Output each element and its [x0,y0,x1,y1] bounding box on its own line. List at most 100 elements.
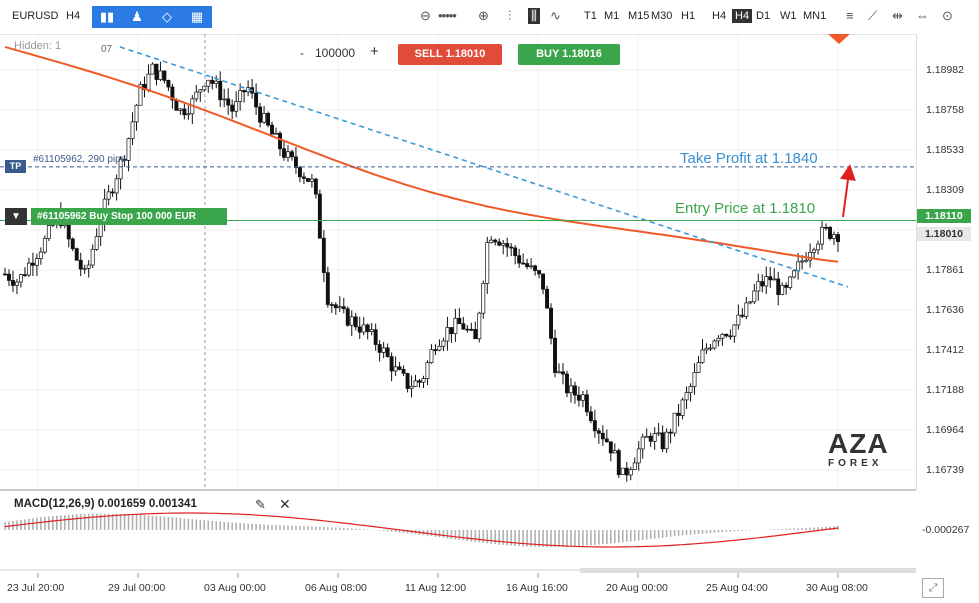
candle-body [788,276,793,288]
candle [780,282,785,296]
templates-icon[interactable]: ▦ [182,6,212,28]
bar-type-icon[interactable]: ⫶ [508,8,512,23]
candle-body [509,246,514,249]
hline-tool-icon[interactable]: ⇹ [892,8,903,23]
zoom-in-icon[interactable]: ⊕ [478,8,489,23]
order-collapse-icon[interactable]: ▼ [5,208,27,225]
candle-body [126,138,131,161]
tf-w1[interactable]: W1 [780,10,797,22]
tf-d1[interactable]: D1 [756,10,771,22]
candle-body [764,276,769,287]
sell-button[interactable]: SELL 1.18010 [398,44,502,65]
tf-h1[interactable]: H1 [681,10,696,22]
candle [433,344,438,356]
candle [369,322,374,336]
candle-body [405,373,410,389]
candle [612,443,617,454]
tf-m15[interactable]: M15 [628,10,650,22]
candle-body [812,249,817,253]
candle-body [680,399,685,416]
candle [74,247,79,261]
text-tool-icon[interactable]: ⇔ [916,8,929,23]
candle-body [720,333,725,339]
tf-t1[interactable]: T1 [584,10,597,22]
candle-body [158,70,163,80]
candle-body [457,317,462,325]
candle-body [584,394,589,413]
line-tool-icon[interactable]: ⟋ [868,8,878,23]
candle [596,428,601,444]
candle-body [780,284,785,295]
candle [146,64,151,93]
candle [142,76,147,98]
fibonacci-icon[interactable]: ≡ [846,8,854,23]
tf-active-h4[interactable]: H4 [732,9,753,23]
candle [632,457,637,470]
pending-order[interactable]: ▼ #61105962 Buy Stop 100 000 EUR [5,208,227,225]
hidden-objects-label[interactable]: Hidden: 1 [14,40,62,52]
candle-body [429,349,434,364]
candle [321,230,326,283]
candle-body [162,70,167,81]
tf-mn1[interactable]: MN1 [803,10,827,22]
symbol-label[interactable]: EURUSD [12,10,59,22]
candle-body [42,238,47,253]
candle-body [266,112,271,126]
zoom-slider[interactable]: ••••• [438,8,457,23]
quantity-minus-button[interactable]: - [300,46,304,60]
bar-chart-icon[interactable]: ▮▮ [92,6,122,28]
candle [724,333,729,338]
drawing-tools-icon[interactable]: ◇ [152,6,182,28]
candle-body [425,362,430,379]
indicator-icon[interactable]: ♟ [122,6,152,28]
price-axis [916,34,979,490]
tf-h4[interactable]: H4 [712,10,727,22]
candle [250,78,255,99]
candle-body [832,234,836,239]
edit-pencil-icon[interactable]: ✎ [255,497,266,512]
candle-body [525,263,530,268]
tp-tag[interactable]: TP [5,160,26,173]
candle [525,258,530,270]
candle [405,372,410,393]
candle-body [258,106,263,123]
quantity-plus-button[interactable]: + [370,43,379,60]
zoom-out-icon[interactable]: ⊖ [420,8,431,23]
candle-body [521,262,526,265]
settings-icon[interactable]: ⊙ [942,8,953,23]
candle-body [572,385,577,396]
candle [401,365,406,377]
candle [816,240,821,255]
candlestick-type-icon[interactable]: ⫼ [528,8,540,24]
candle [162,70,167,84]
tf-m30[interactable]: M30 [651,10,673,22]
close-icon[interactable]: ✕ [279,496,291,512]
candle [569,378,573,403]
order-label[interactable]: #61105962 Buy Stop 100 000 EUR [31,208,227,225]
tf-m1[interactable]: M1 [604,10,620,22]
fullscreen-icon[interactable]: ⤢ [922,578,944,598]
candle [114,174,119,201]
line-type-icon[interactable]: ∿ [550,8,561,23]
candle [226,88,231,115]
candle-body [413,380,418,387]
price-tick: 1.16739 [926,464,964,476]
candle [824,223,828,231]
price-tick: 1.17636 [926,304,964,316]
candle [377,340,382,362]
candle [82,264,87,274]
candle [138,81,143,106]
candle [425,360,430,385]
candle [553,329,557,378]
timeframe-label[interactable]: H4 [66,10,81,22]
candle [3,267,7,276]
candle-body [477,312,482,340]
candle-body [341,306,346,310]
candle-body [174,99,179,111]
buy-button[interactable]: BUY 1.18016 [518,44,620,65]
candle-body [688,386,693,393]
candle [481,280,486,319]
candle [345,306,350,327]
quantity-input[interactable]: 100000 [315,46,356,60]
